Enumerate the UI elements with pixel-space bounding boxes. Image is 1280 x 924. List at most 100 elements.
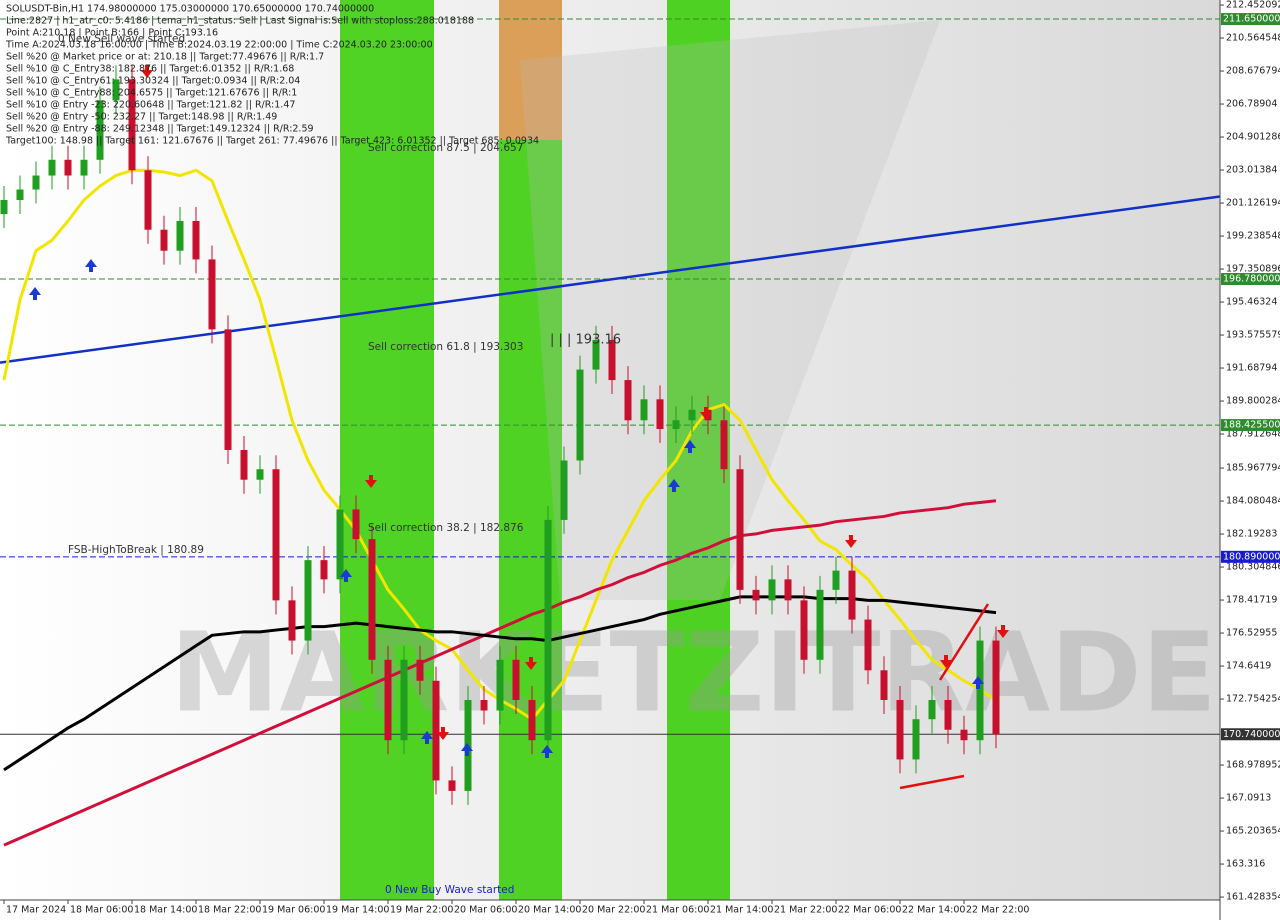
y-tick-label: 201.126194 (1226, 198, 1280, 209)
y-tick-label: 168.978952 (1226, 760, 1280, 771)
candle-body (864, 619, 872, 671)
y-tick-label: 210.564548 (1226, 33, 1280, 44)
buy-arrows (29, 259, 984, 758)
candle-body (480, 700, 488, 711)
annotation: Sell correction 38.2 | 182.876 (368, 522, 524, 534)
candle-body (448, 780, 456, 791)
candle-body (0, 200, 8, 214)
plot-background (0, 0, 1220, 900)
info-line: Sell %10 @ C_Entry38: 182.876 || Target:… (6, 64, 294, 75)
x-tick-label: 21 Mar 06:00 (646, 905, 709, 916)
y-tick-label: 212.452092 (1226, 0, 1280, 11)
candle-body (144, 170, 152, 230)
annotation: FSB-HighToBreak | 180.89 (68, 544, 204, 556)
level-label: 211.65000000 (1223, 14, 1280, 25)
level-label: 188.42550000 (1223, 420, 1280, 431)
y-tick-label: 172.754254 (1226, 694, 1280, 705)
candle-body (928, 700, 936, 720)
annotation: 0 New Buy Wave started (385, 884, 514, 896)
y-tick-label: 185.967794 (1226, 463, 1280, 474)
moving-average (3, 499, 997, 847)
candle-body (112, 79, 120, 101)
candle-body (944, 700, 952, 730)
y-tick-label: 161.428354 (1226, 892, 1280, 903)
candle-body (400, 659, 408, 741)
candle-body (336, 509, 344, 580)
candle-body (288, 600, 296, 641)
candle-body (352, 509, 360, 540)
y-tick-label: 167.0913 (1226, 793, 1271, 804)
y-tick-label: 180.304846 (1226, 562, 1280, 573)
y-tick-label: 206.78904 (1226, 99, 1277, 110)
x-tick-label: 21 Mar 14:00 (710, 905, 773, 916)
candle-body (240, 450, 248, 480)
y-tick-label: 184.080484 (1226, 496, 1280, 507)
candle-body (736, 469, 744, 590)
candle-body (320, 560, 328, 580)
candle-body (16, 189, 24, 200)
candle-body (384, 659, 392, 741)
candle-body (208, 259, 216, 330)
y-tick-label: 191.68794 (1226, 363, 1277, 374)
candle-body (880, 670, 888, 700)
level-marker (1221, 13, 1280, 26)
annotation: Sell correction 61.8 | 193.303 (368, 341, 523, 353)
candle-body (688, 409, 696, 421)
candle-body (128, 79, 136, 171)
candle-body (368, 539, 376, 660)
candle-body (32, 175, 40, 190)
candle-body (992, 640, 1000, 735)
candle-body (592, 339, 600, 370)
trendline (0, 195, 1221, 364)
x-tick-label: 19 Mar 22:00 (390, 905, 453, 916)
candle-body (416, 659, 424, 681)
candle-body (800, 600, 808, 660)
x-tick-label: 18 Mar 06:00 (70, 905, 133, 916)
x-tick-label: 18 Mar 22:00 (198, 905, 261, 916)
x-tick-label: 21 Mar 22:00 (774, 905, 837, 916)
candle-body (432, 680, 440, 781)
candle-body (512, 659, 520, 700)
candle-body (528, 700, 536, 741)
candle-body (496, 659, 504, 711)
candle-body (912, 719, 920, 760)
sell-arrows (141, 65, 1009, 740)
candle-body (752, 589, 760, 601)
candle-body (848, 570, 856, 620)
watermark: MARKETZITRADE (170, 608, 1217, 736)
info-line: Time A:2024.03.18 16:00:00 | Time B:2024… (5, 40, 433, 51)
candle-body (672, 420, 680, 430)
candle-body (576, 369, 584, 461)
x-tick-label: 22 Mar 22:00 (966, 905, 1029, 916)
y-tick-label: 178.41719 (1226, 595, 1277, 606)
x-tick-label: 20 Mar 06:00 (454, 905, 517, 916)
candle-body (768, 579, 776, 601)
candle-body (64, 159, 72, 176)
chart-title: SOLUSDT-Bin,H1 174.98000000 175.03000000… (6, 4, 374, 15)
logo-shape (520, 20, 940, 600)
candle-body (192, 220, 200, 260)
level-label: 170.74000000 (1223, 729, 1280, 740)
pattern-line (899, 774, 965, 790)
candle-body (176, 220, 184, 251)
time-zone (340, 0, 434, 900)
candle-body (304, 560, 312, 641)
candle-body (720, 420, 728, 470)
time-zone (667, 0, 730, 900)
level-label: 180.89000000 (1223, 551, 1280, 562)
candle-body (960, 729, 968, 741)
candle-body (976, 640, 984, 741)
y-tick-label: 195.46324 (1226, 297, 1277, 308)
candle-body (560, 460, 568, 520)
x-tick-label: 18 Mar 14:00 (134, 905, 197, 916)
y-tick-label: 189.800284 (1226, 396, 1280, 407)
level-marker (1221, 728, 1280, 741)
candle-body (784, 579, 792, 601)
y-tick-label: 182.19283 (1226, 529, 1277, 540)
candle-body (224, 329, 232, 450)
candle-body (160, 229, 168, 251)
info-line: Sell %20 @ Entry -50: 232.27 || Target:1… (6, 112, 277, 123)
candle-body (896, 700, 904, 760)
candle-body (640, 399, 648, 421)
candle-body (816, 589, 824, 660)
